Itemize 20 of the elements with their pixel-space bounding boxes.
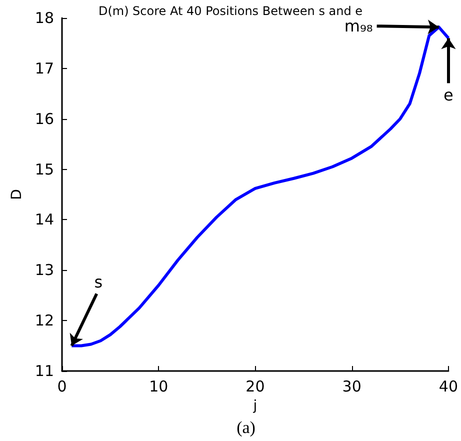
y-tick-label: 13 — [34, 261, 54, 280]
annotation: e — [444, 86, 454, 105]
x-tick-label: 10 — [149, 378, 168, 396]
y-tick-label: 12 — [34, 312, 54, 330]
y-tick-label: 16 — [34, 110, 54, 128]
y-tick-label: 11 — [34, 362, 54, 380]
chart-title: D(m) Score At 40 Positions Between s and e — [98, 4, 363, 18]
y-axis-title: D — [9, 189, 25, 200]
y-tick-label: 17 — [34, 59, 54, 78]
y-tick-label: 18 — [34, 9, 54, 27]
text: (a) — [236, 418, 256, 437]
x-tick-label: 0 — [57, 378, 67, 396]
x-tick-label: 40 — [438, 378, 458, 396]
x-axis-title: j — [252, 398, 258, 414]
y-tick-label: 15 — [34, 160, 54, 178]
annotation: m₉₈ — [344, 16, 373, 36]
x-tick-label: 20 — [246, 378, 265, 396]
x-tick-label: 30 — [342, 378, 362, 396]
y-tick-label: 14 — [34, 210, 54, 229]
annotation: s — [94, 272, 103, 292]
